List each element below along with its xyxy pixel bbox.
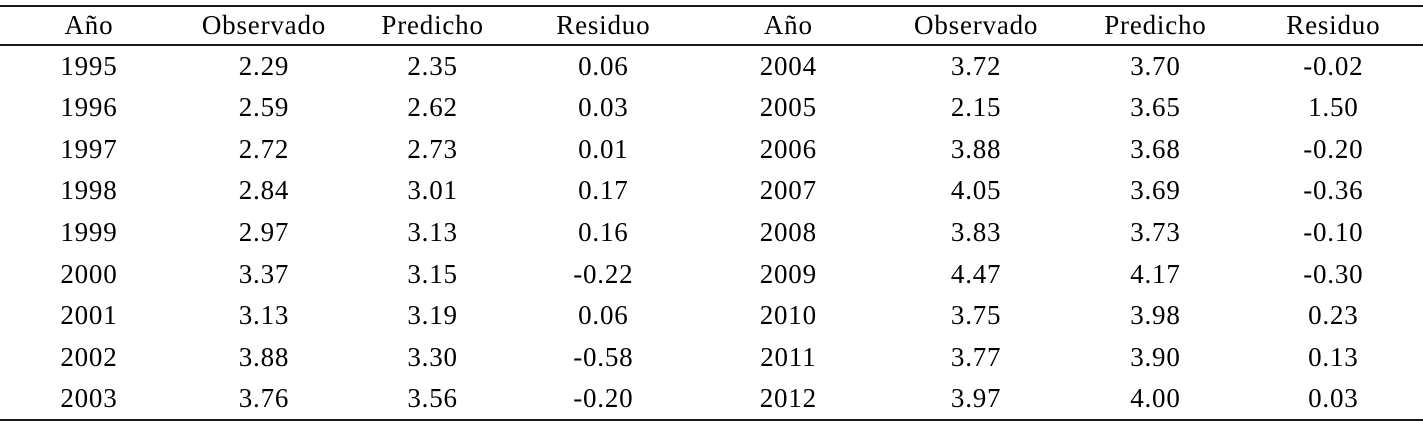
cell-year: 1997	[60, 133, 118, 164]
column-header-ano-left: Año	[0, 6, 178, 46]
cell-residuo: 0.17	[578, 175, 629, 206]
cell-predicho: 2.62	[407, 92, 458, 123]
cell-predicho: 3.15	[407, 258, 458, 289]
cell-observado: 2.15	[950, 92, 1002, 123]
table-row: 1997 2.72 2.73 0.01 2006 3.88 3.68 -0.20	[0, 128, 1423, 170]
column-header-predicho-left: Predicho	[350, 6, 516, 46]
cell-predicho: 3.73	[1130, 217, 1181, 248]
cell-predicho: 3.68	[1130, 133, 1181, 164]
column-header-residuo-right: Residuo	[1243, 6, 1423, 46]
table-row: 2001 3.13 3.19 0.06 2010 3.75 3.98 0.23	[0, 295, 1423, 337]
cell-year: 1998	[60, 175, 118, 206]
cell-observado: 2.97	[238, 217, 290, 248]
cell-observado: 2.59	[238, 92, 290, 123]
cell-predicho: 3.56	[407, 383, 458, 414]
cell-predicho: 3.65	[1130, 92, 1181, 123]
cell-residuo: 0.06	[578, 50, 629, 81]
cell-observado: 3.83	[950, 217, 1002, 248]
cell-year: 1999	[60, 217, 118, 248]
cell-residuo: -0.20	[1303, 133, 1364, 164]
cell-year: 2008	[759, 217, 817, 248]
cell-predicho: 3.30	[407, 342, 458, 373]
cell-year: 2001	[60, 300, 118, 331]
cell-predicho: 3.01	[407, 175, 458, 206]
cell-residuo: -0.02	[1303, 50, 1364, 81]
cell-year: 2011	[760, 342, 817, 373]
table-row: 2000 3.37 3.15 -0.22 2009 4.47 4.17 -0.3…	[0, 253, 1423, 295]
table-row: 1998 2.84 3.01 0.17 2007 4.05 3.69 -0.36	[0, 170, 1423, 212]
cell-observado: 3.75	[950, 300, 1002, 331]
cell-observado: 3.88	[238, 342, 290, 373]
cell-year: 2007	[759, 175, 817, 206]
cell-year: 2009	[759, 258, 817, 289]
cell-residuo: -0.22	[573, 258, 634, 289]
cell-observado: 3.77	[950, 342, 1002, 373]
table-row: 1996 2.59 2.62 0.03 2005 2.15 3.65 1.50	[0, 87, 1423, 129]
column-header-ano-right: Año	[691, 6, 886, 46]
cell-year: 2003	[60, 383, 118, 414]
cell-predicho: 3.98	[1130, 300, 1181, 331]
cell-year: 2002	[60, 342, 118, 373]
cell-predicho: 2.73	[407, 133, 458, 164]
column-header-predicho-right: Predicho	[1067, 6, 1244, 46]
table-row: 1999 2.97 3.13 0.16 2008 3.83 3.73 -0.10	[0, 212, 1423, 254]
cell-year: 2000	[60, 258, 118, 289]
cell-residuo: 0.06	[578, 300, 629, 331]
cell-observado: 3.97	[950, 383, 1002, 414]
cell-predicho: 3.69	[1130, 175, 1181, 206]
cell-observado: 2.72	[238, 133, 290, 164]
cell-observado: 4.47	[950, 258, 1002, 289]
cell-year: 2010	[759, 300, 817, 331]
cell-residuo: -0.36	[1303, 175, 1364, 206]
cell-residuo: 0.03	[1308, 383, 1359, 414]
cell-residuo: 0.01	[578, 133, 629, 164]
column-header-observado-right: Observado	[885, 6, 1068, 46]
cell-year: 2004	[759, 50, 817, 81]
cell-year: 2005	[759, 92, 817, 123]
cell-observado: 3.13	[238, 300, 290, 331]
cell-observado: 2.84	[238, 175, 290, 206]
cell-residuo: 0.13	[1308, 342, 1359, 373]
table-row: 1995 2.29 2.35 0.06 2004 3.72 3.70 -0.02	[0, 45, 1423, 87]
table-row: 2003 3.76 3.56 -0.20 2012 3.97 4.00 0.03	[0, 379, 1423, 421]
cell-predicho: 3.19	[407, 300, 458, 331]
cell-residuo: 0.16	[578, 217, 629, 248]
cell-residuo: 0.03	[578, 92, 629, 123]
cell-predicho: 3.90	[1130, 342, 1181, 373]
cell-predicho: 4.17	[1130, 258, 1181, 289]
cell-year: 2012	[759, 383, 817, 414]
column-header-residuo-left: Residuo	[515, 6, 692, 46]
header-row: Año Observado Predicho Residuo Año Obser…	[0, 6, 1423, 46]
cell-year: 2006	[759, 133, 817, 164]
cell-observado: 3.76	[238, 383, 290, 414]
cell-residuo: -0.20	[573, 383, 634, 414]
table-row: 2002 3.88 3.30 -0.58 2011 3.77 3.90 0.13	[0, 337, 1423, 379]
cell-observado: 3.88	[950, 133, 1002, 164]
cell-residuo: -0.10	[1303, 217, 1364, 248]
cell-observado: 4.05	[950, 175, 1002, 206]
cell-year: 1995	[60, 50, 118, 81]
cell-residuo: -0.58	[573, 342, 634, 373]
cell-observado: 3.72	[950, 50, 1002, 81]
cell-residuo: 1.50	[1308, 92, 1359, 123]
cell-predicho: 3.70	[1130, 50, 1181, 81]
cell-residuo: -0.30	[1303, 258, 1364, 289]
cell-predicho: 4.00	[1130, 383, 1181, 414]
cell-observado: 3.37	[238, 258, 290, 289]
column-header-observado-left: Observado	[177, 6, 351, 46]
cell-predicho: 2.35	[407, 50, 458, 81]
cell-predicho: 3.13	[407, 217, 458, 248]
cell-residuo: 0.23	[1308, 300, 1359, 331]
cell-observado: 2.29	[238, 50, 290, 81]
observed-predicted-residual-table: Año Observado Predicho Residuo Año Obser…	[0, 5, 1423, 422]
cell-year: 1996	[60, 92, 118, 123]
